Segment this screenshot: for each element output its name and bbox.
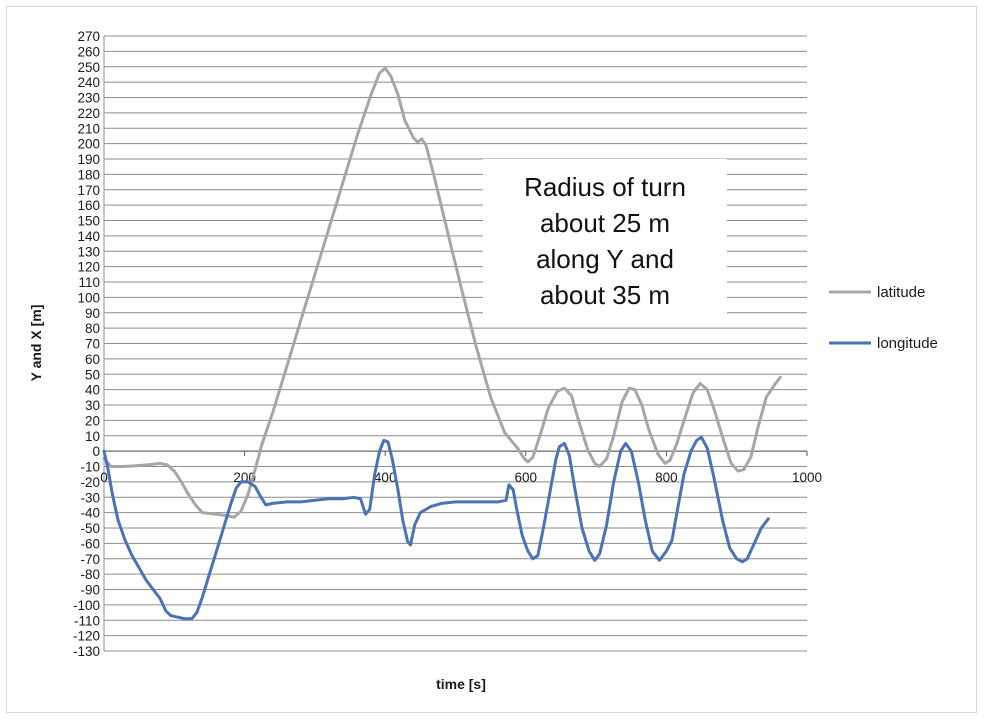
annotation-line-1: Radius of turn [524, 172, 686, 202]
y-tick-label: 150 [77, 214, 100, 229]
y-tick-label: 260 [77, 44, 100, 59]
y-tick-label: 270 [77, 29, 100, 44]
y-tick-label: 200 [77, 137, 100, 152]
series-line-longitude [102, 435, 770, 621]
y-tick-label: 210 [77, 121, 100, 136]
legend: latitude longitude [829, 284, 938, 352]
y-tick-label: -80 [80, 567, 100, 582]
y-tick-label: -50 [80, 521, 100, 536]
y-axis-title: Y and X [m] [28, 305, 44, 382]
y-tick-label: 30 [85, 398, 100, 413]
y-tick-label: 120 [77, 260, 100, 275]
y-tick-label: 180 [77, 167, 100, 182]
line-chart: 2702602502402302202102001901801701601501… [28, 29, 938, 692]
y-tick-label: 90 [85, 306, 100, 321]
annotation-line-3: along Y and [536, 244, 674, 274]
y-tick-label: 40 [85, 383, 100, 398]
y-tick-label: -130 [73, 644, 100, 659]
y-tick-label: 140 [77, 229, 100, 244]
y-tick-label: 110 [78, 275, 100, 290]
y-tick-label: 250 [77, 60, 100, 75]
chart-frame: 270 260 250 240 230 220 210 200 190 180 170 160 150 1… [6, 6, 977, 713]
y-tick-label: -60 [80, 536, 100, 551]
x-tick-labels: 0 200 400 600 800 1000 [100, 470, 822, 485]
y-tick-label: 20 [85, 413, 100, 428]
annotation-background [483, 159, 727, 317]
y-tick-label: 100 [77, 290, 100, 305]
y-tick-label: -90 [80, 583, 100, 598]
y-tick-label: -100 [73, 598, 100, 613]
y-tick-label: 10 [85, 429, 100, 444]
y-tick-labels: 2702602502402302202102001901801701601501… [73, 29, 100, 659]
y-tick-label: 130 [77, 244, 100, 259]
y-tick-label: 160 [77, 198, 100, 213]
y-tick-label: 70 [85, 337, 100, 352]
y-tick-label: 60 [85, 352, 100, 367]
x-axis-title: time [s] [436, 676, 486, 692]
y-tick-label: -20 [80, 475, 100, 490]
y-tick-label: 80 [85, 321, 100, 336]
y-tick-label: 170 [77, 183, 100, 198]
x-tick-label: 1000 [792, 470, 822, 485]
y-tick-label: 220 [77, 106, 100, 121]
legend-label-longitude: longitude [877, 335, 938, 352]
y-tick-label: -10 [80, 460, 100, 475]
y-tick-label: 50 [85, 367, 100, 382]
y-tick-label: -40 [80, 506, 100, 521]
x-tick-label: 600 [515, 470, 538, 485]
gridlines [103, 35, 808, 652]
x-tick-label: 400 [374, 470, 397, 485]
legend-label-latitude: latitude [877, 284, 925, 301]
y-tick-label: -30 [80, 490, 100, 505]
y-tick-label: 230 [77, 91, 100, 106]
y-tick-label: 0 [92, 444, 100, 459]
y-tick-label: -120 [73, 629, 100, 644]
x-tick-label: 800 [655, 470, 678, 485]
annotation-line-4: about 35 m [540, 280, 670, 310]
annotation-box: Radius of turn about 25 m along Y and ab… [483, 159, 727, 317]
series-lines [102, 66, 782, 621]
annotation-line-2: about 25 m [540, 208, 670, 238]
y-tick-label: -110 [74, 613, 100, 628]
x-tick-label: 0 [100, 470, 108, 485]
series-line-latitude [102, 66, 782, 519]
y-tick-label: 240 [77, 75, 100, 90]
y-tick-label: 190 [77, 152, 100, 167]
y-tick-label: -70 [80, 552, 100, 567]
